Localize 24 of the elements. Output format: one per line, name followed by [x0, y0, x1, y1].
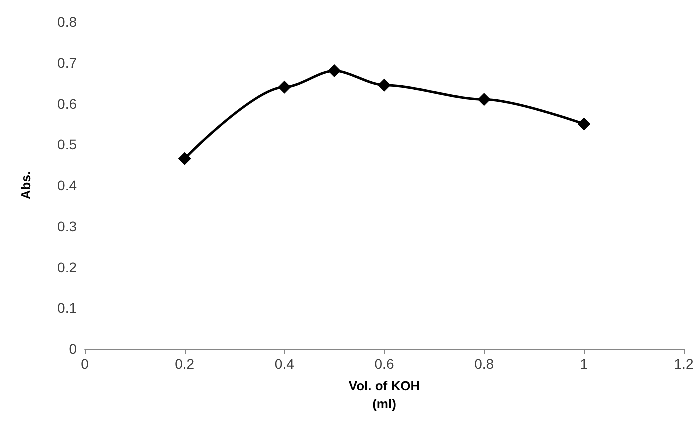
y-tick-label: 0.3 — [58, 218, 78, 234]
x-tick-label: 0.6 — [374, 356, 394, 372]
x-tick-label: 1 — [580, 356, 588, 372]
x-tick-label: 1.2 — [674, 356, 694, 372]
x-tick-label: 0.8 — [474, 356, 494, 372]
y-tick-label: 0.5 — [58, 136, 78, 153]
point — [278, 80, 292, 94]
y-tick-label: 0.1 — [58, 300, 78, 316]
y-tick-label: 0.2 — [58, 259, 78, 276]
y-tick-label: 0.7 — [58, 54, 78, 71]
point — [328, 64, 342, 78]
x-axis-title: Vol. of KOH (ml) — [348, 378, 420, 412]
y-tick-label: 0.8 — [58, 14, 78, 30]
point — [478, 93, 491, 106]
y-tick-label: 0.6 — [58, 96, 78, 112]
x-tick-label: 0 — [81, 356, 90, 372]
point — [378, 78, 391, 92]
x-tick-label: 0.4 — [274, 356, 295, 372]
point — [578, 118, 591, 131]
y-tick-label: 0.4 — [58, 178, 78, 194]
y-axis-title: Abs. — [18, 171, 34, 200]
y-tick-label: 0 — [69, 341, 78, 357]
point — [178, 152, 192, 166]
x-tick-label: 0.2 — [175, 356, 195, 372]
